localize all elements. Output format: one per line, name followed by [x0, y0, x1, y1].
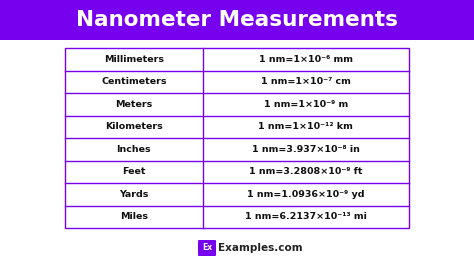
Text: 1 nm=3.2808×10⁻⁹ ft: 1 nm=3.2808×10⁻⁹ ft — [249, 167, 363, 176]
Text: Examples.com: Examples.com — [218, 243, 302, 253]
Text: Yards: Yards — [119, 190, 148, 199]
Text: 1 nm=1×10⁻¹² km: 1 nm=1×10⁻¹² km — [258, 122, 353, 131]
Text: Miles: Miles — [120, 212, 148, 221]
Text: 1 nm=1×10⁻⁶ mm: 1 nm=1×10⁻⁶ mm — [259, 55, 353, 64]
Text: Inches: Inches — [117, 145, 151, 154]
FancyBboxPatch shape — [0, 0, 474, 40]
Text: 1 nm=1×10⁻⁹ m: 1 nm=1×10⁻⁹ m — [264, 100, 348, 109]
Text: Ex: Ex — [202, 243, 212, 252]
Text: 1 nm=6.2137×10⁻¹³ mi: 1 nm=6.2137×10⁻¹³ mi — [245, 212, 367, 221]
Text: 1 nm=3.937×10⁻⁸ in: 1 nm=3.937×10⁻⁸ in — [252, 145, 360, 154]
Text: 1 nm=1×10⁻⁷ cm: 1 nm=1×10⁻⁷ cm — [261, 77, 351, 86]
FancyBboxPatch shape — [198, 240, 216, 256]
Text: Nanometer Measurements: Nanometer Measurements — [76, 10, 398, 30]
Text: Feet: Feet — [122, 167, 146, 176]
Text: Meters: Meters — [115, 100, 153, 109]
FancyBboxPatch shape — [65, 48, 409, 228]
Text: Centimeters: Centimeters — [101, 77, 166, 86]
Text: Kilometers: Kilometers — [105, 122, 163, 131]
Text: 1 nm=1.0936×10⁻⁹ yd: 1 nm=1.0936×10⁻⁹ yd — [247, 190, 365, 199]
Text: Millimeters: Millimeters — [104, 55, 164, 64]
